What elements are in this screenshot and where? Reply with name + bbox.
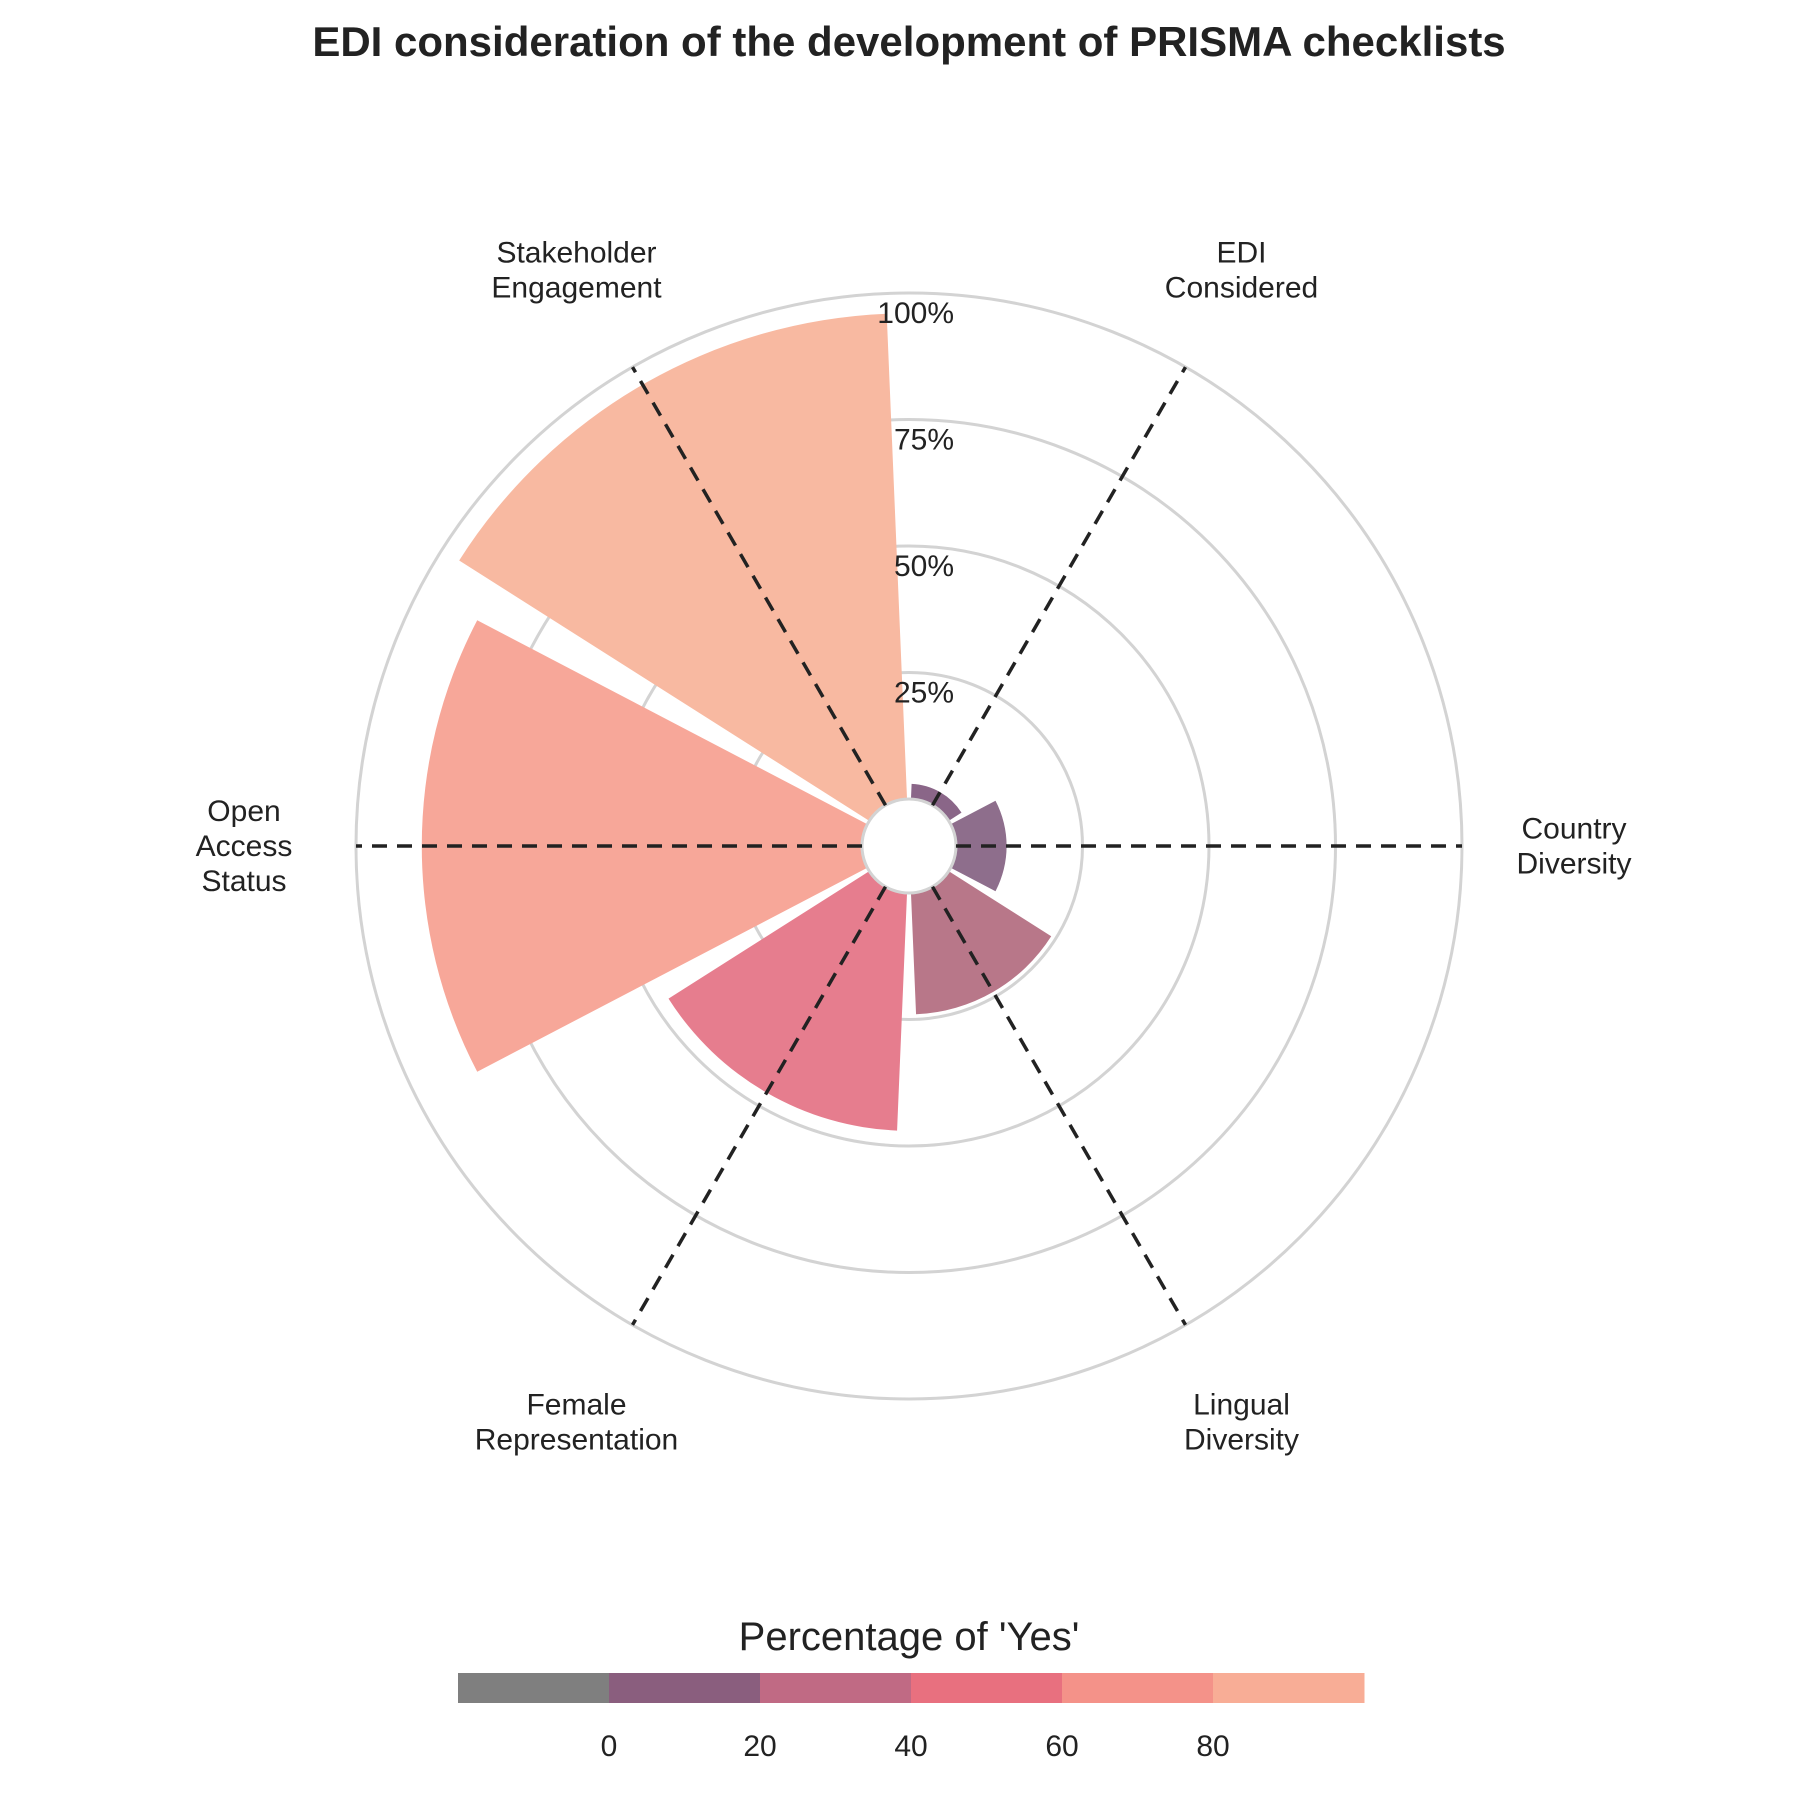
category-label-line: Diversity — [1516, 848, 1631, 881]
category-label-line: EDI — [1216, 237, 1266, 270]
bar-country-diversity — [950, 800, 1007, 892]
colorbar-tick-label: 80 — [1196, 1730, 1229, 1763]
colorbar-segment — [911, 1673, 1063, 1703]
category-label-line: Representation — [475, 1423, 678, 1456]
colorbar-segment — [458, 1673, 610, 1703]
radial-tick-label: 75% — [894, 424, 954, 457]
colorbar-segment — [609, 1673, 761, 1703]
bars — [421, 313, 1052, 1131]
bar-open-access-status — [421, 620, 868, 1072]
bar-female-representation — [668, 871, 908, 1131]
angular-axis-line — [630, 885, 888, 1326]
colorbar-segment — [1213, 1673, 1365, 1703]
category-label-line: Engagement — [491, 272, 662, 305]
colorbar: Percentage of 'Yes' 0 20 40 60 80 — [458, 1615, 1365, 1763]
angular-axis-lines — [356, 366, 1462, 1326]
colorbar-segment — [760, 1673, 912, 1703]
colorbar-title: Percentage of 'Yes' — [739, 1615, 1080, 1659]
inner-ring — [860, 797, 958, 895]
radial-tick-label: 25% — [894, 677, 954, 710]
angular-axis-line — [930, 366, 1188, 807]
bar-edi-considered — [910, 783, 962, 821]
radial-tick-label: 50% — [894, 550, 954, 583]
radial-tick-labels: 25% 50% 75% 100% — [877, 297, 954, 710]
colorbar-tick-label: 40 — [894, 1730, 927, 1763]
colorbar-tick-label: 0 — [601, 1730, 618, 1763]
colorbar-segment — [1062, 1673, 1214, 1703]
colorbar-tick-label: 60 — [1045, 1730, 1078, 1763]
category-label-line: Country — [1521, 813, 1626, 846]
category-label-line: Considered — [1165, 272, 1318, 305]
category-label-line: Status — [201, 865, 286, 898]
category-label-line: Lingual — [1193, 1388, 1290, 1421]
category-label-line: Female — [526, 1388, 626, 1421]
category-label-line: Stakeholder — [496, 237, 656, 270]
bar-lingual-diversity — [910, 871, 1052, 1015]
chart-title: EDI consideration of the development of … — [312, 18, 1505, 65]
category-label-line: Access — [196, 830, 293, 863]
category-labels: CountryDiversityEDIConsideredStakeholder… — [196, 237, 1632, 1457]
category-label-line: Open — [207, 795, 280, 828]
angular-axis-line — [630, 366, 888, 807]
radial-tick-label: 100% — [877, 297, 954, 330]
angular-axis-line — [930, 885, 1188, 1326]
colorbar-tick-label: 20 — [743, 1730, 776, 1763]
bar-stakeholder-engagement — [459, 313, 908, 821]
category-label-line: Diversity — [1184, 1423, 1299, 1456]
